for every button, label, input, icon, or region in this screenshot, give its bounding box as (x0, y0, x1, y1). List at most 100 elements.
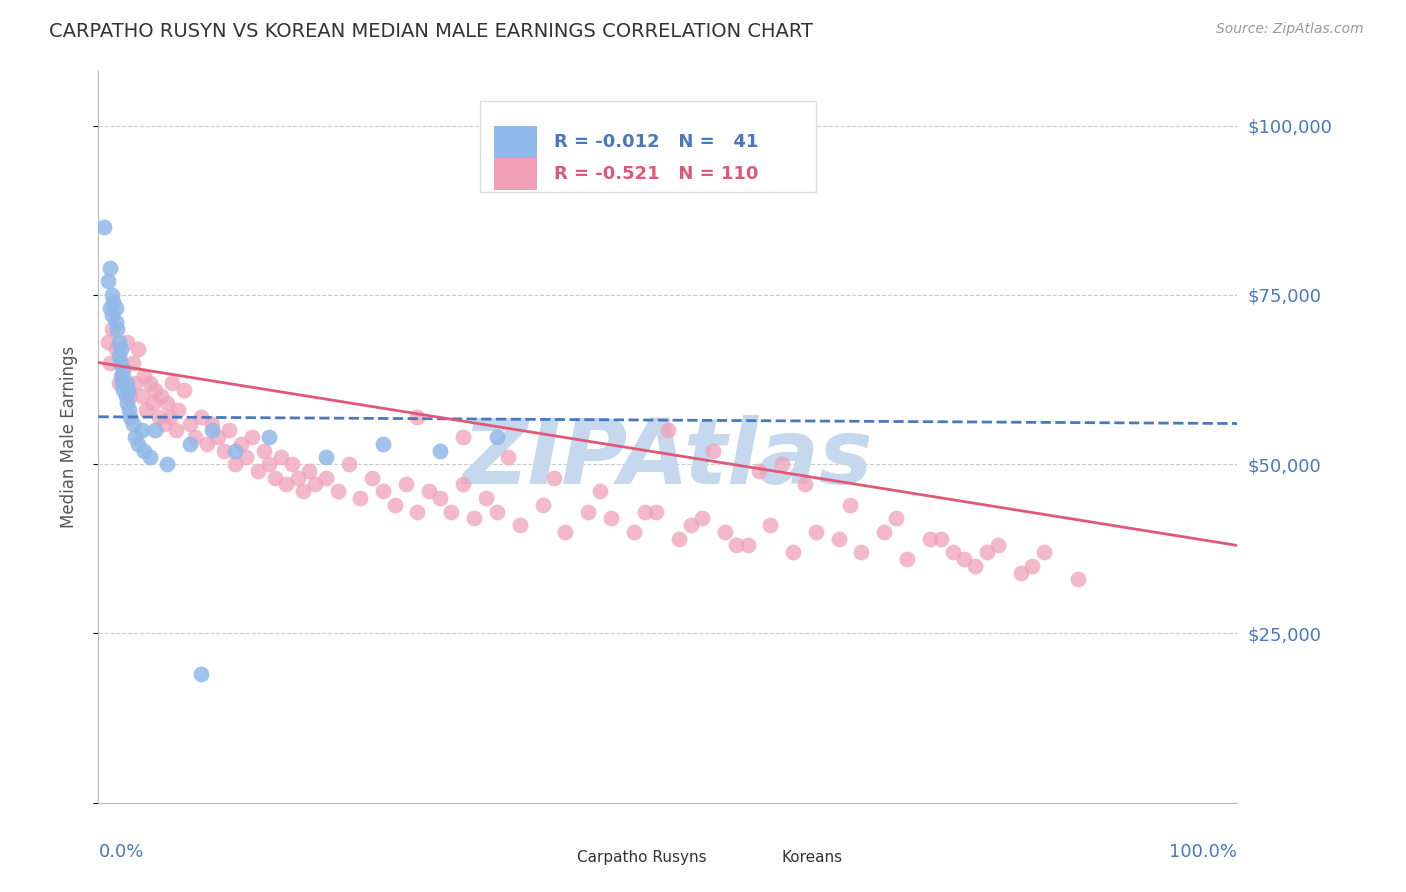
Point (429, 443, 451, 458)
Point (987, 538, 1010, 552)
Point (112, 362, 135, 376)
Point (292, 484, 315, 499)
Point (770, 457, 793, 471)
Point (218, 423, 240, 437)
Point (509, 518, 531, 533)
Point (132, 443, 155, 458)
Point (118, 403, 141, 417)
Point (115, 335, 138, 350)
Point (942, 545, 965, 559)
Point (315, 471, 337, 485)
Point (451, 477, 474, 491)
Point (748, 464, 770, 478)
Point (702, 443, 724, 458)
Point (162, 376, 184, 390)
Point (184, 430, 207, 444)
Point (110, 369, 132, 384)
Point (201, 417, 224, 431)
Point (121, 417, 143, 431)
Point (486, 430, 509, 444)
Point (1010, 566, 1032, 580)
Point (115, 396, 138, 410)
Point (804, 524, 827, 539)
Point (150, 389, 173, 403)
Point (918, 532, 941, 546)
Point (124, 376, 146, 390)
Point (240, 430, 263, 444)
Point (110, 355, 132, 369)
Point (793, 477, 815, 491)
Point (201, 423, 224, 437)
Point (287, 471, 309, 485)
Point (645, 505, 668, 519)
Point (714, 524, 737, 539)
Point (135, 403, 157, 417)
Point (440, 505, 463, 519)
Text: Koreans: Koreans (782, 850, 842, 865)
Point (138, 450, 160, 465)
Point (96, 335, 118, 350)
Bar (742, 843, 770, 872)
Point (127, 342, 149, 356)
Point (304, 477, 326, 491)
Point (207, 430, 229, 444)
Point (896, 552, 918, 566)
Point (224, 443, 246, 458)
Point (657, 423, 679, 437)
Point (690, 511, 713, 525)
Point (463, 511, 485, 525)
Point (873, 524, 896, 539)
Point (142, 396, 165, 410)
Point (554, 524, 576, 539)
Point (782, 545, 804, 559)
Point (167, 403, 190, 417)
Text: R = -0.521   N = 110: R = -0.521 N = 110 (554, 165, 758, 183)
Point (498, 450, 520, 465)
Point (259, 430, 281, 444)
Point (259, 457, 281, 471)
Point (108, 355, 131, 369)
Point (93, 220, 115, 235)
Point (120, 389, 142, 403)
Y-axis label: Median Male Earnings: Median Male Earnings (59, 346, 77, 528)
Point (360, 471, 382, 485)
Point (179, 417, 201, 431)
Point (96, 274, 118, 288)
Point (1021, 558, 1043, 573)
Point (120, 409, 142, 424)
Point (828, 532, 851, 546)
Point (148, 409, 170, 424)
Bar (494, 126, 537, 158)
Point (451, 430, 474, 444)
Point (173, 383, 195, 397)
Point (153, 417, 176, 431)
Point (145, 423, 167, 437)
Bar (494, 158, 537, 190)
Bar (537, 843, 565, 872)
Point (112, 369, 135, 384)
Point (270, 450, 292, 465)
Point (101, 308, 124, 322)
Point (104, 301, 127, 316)
Point (108, 376, 131, 390)
Point (371, 437, 394, 451)
Point (929, 532, 952, 546)
Point (115, 376, 138, 390)
Point (371, 484, 394, 499)
Point (600, 511, 623, 525)
Point (195, 437, 218, 451)
Point (326, 484, 349, 499)
Text: CARPATHO RUSYN VS KOREAN MEDIAN MALE EARNINGS CORRELATION CHART: CARPATHO RUSYN VS KOREAN MEDIAN MALE EAR… (49, 22, 813, 41)
Point (114, 389, 136, 403)
Point (384, 498, 406, 512)
Point (190, 667, 212, 681)
Point (531, 498, 554, 512)
Point (588, 484, 610, 499)
Point (668, 532, 690, 546)
Text: Source: ZipAtlas.com: Source: ZipAtlas.com (1216, 22, 1364, 37)
Point (737, 538, 759, 552)
Point (229, 437, 252, 451)
FancyBboxPatch shape (479, 101, 815, 192)
Text: Carpatho Rusyns: Carpatho Rusyns (576, 850, 706, 865)
Point (395, 477, 418, 491)
